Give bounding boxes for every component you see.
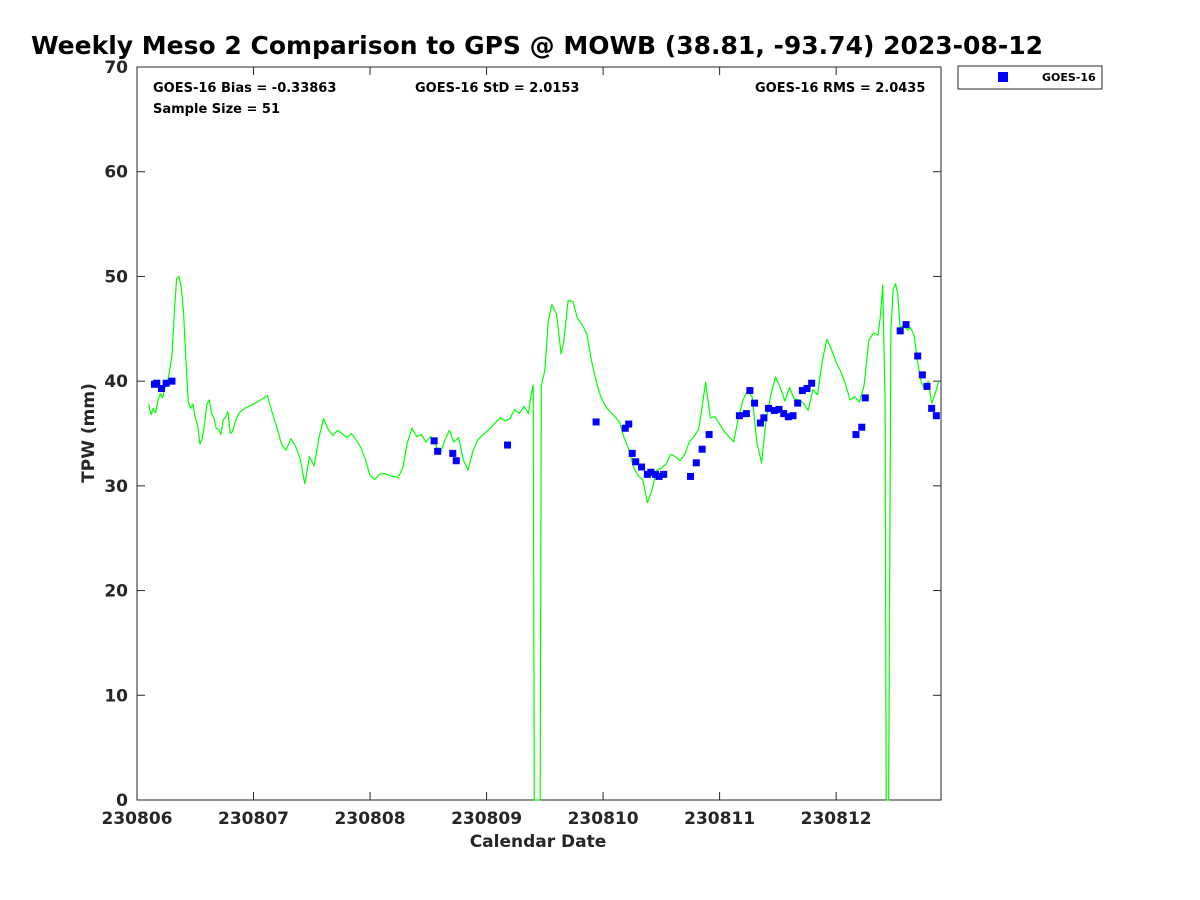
- goes16-point: [692, 459, 700, 467]
- goes16-point: [858, 423, 866, 431]
- goes16-point: [449, 449, 457, 457]
- gps-tpw-line: [148, 275, 940, 801]
- y-axis-label: TPW (mm): [79, 383, 99, 483]
- goes16-point: [756, 419, 764, 427]
- y-tick-label: 30: [104, 477, 128, 497]
- x-tick-label: 230810: [568, 809, 639, 829]
- goes16-point: [896, 327, 904, 335]
- y-tick-label: 20: [104, 582, 128, 602]
- goes16-point: [746, 387, 754, 395]
- y-tick-label: 40: [104, 372, 128, 392]
- goes16-point: [751, 399, 759, 407]
- goes16-point: [735, 412, 743, 420]
- chart-title: Weekly Meso 2 Comparison to GPS @ MOWB (…: [31, 31, 1043, 60]
- goes16-point: [638, 463, 646, 471]
- legend: GOES-16: [957, 65, 1103, 90]
- goes16-point: [798, 387, 806, 395]
- goes16-point: [861, 394, 869, 402]
- series-layer-line: [148, 275, 940, 801]
- stat-sample-size: Sample Size = 51: [153, 102, 280, 117]
- goes16-point: [770, 406, 778, 414]
- axes-box: [136, 66, 942, 801]
- y-tick-label: 50: [104, 267, 128, 287]
- goes16-point: [803, 384, 811, 392]
- goes16-point: [789, 412, 797, 420]
- goes16-point: [902, 321, 910, 329]
- x-tick-label: 230806: [102, 809, 173, 829]
- x-tick-label: 230811: [684, 809, 755, 829]
- goes16-point: [504, 441, 512, 449]
- goes16-point: [434, 447, 442, 455]
- goes16-point: [153, 379, 161, 387]
- tick-layer: 0 10 20 30 40 50 60 70 230806 230807 230808 230809 2…: [102, 58, 941, 829]
- goes16-point: [914, 352, 922, 360]
- goes16-point: [452, 457, 460, 465]
- legend-box: [957, 65, 1103, 90]
- goes16-point: [632, 458, 640, 466]
- y-tick-label: 60: [104, 163, 128, 183]
- goes16-point: [808, 379, 816, 387]
- y-tick-label: 70: [104, 58, 128, 78]
- stat-bias: GOES-16 Bias = -0.33863: [153, 81, 336, 96]
- goes16-point: [775, 405, 783, 413]
- goes16-point: [765, 404, 773, 412]
- y-tick-label: 0: [116, 791, 128, 811]
- stat-std: GOES-16 StD = 2.0153: [415, 81, 579, 96]
- goes16-point: [592, 418, 600, 426]
- x-axis-label: Calendar Date: [470, 832, 607, 852]
- x-tick-label: 230809: [451, 809, 522, 829]
- goes16-point: [742, 410, 750, 418]
- goes16-point: [157, 384, 165, 392]
- goes16-point: [686, 472, 694, 480]
- goes16-point: [168, 377, 176, 385]
- goes16-point: [625, 420, 633, 428]
- goes16-point: [784, 413, 792, 421]
- x-tick-label: 230807: [218, 809, 289, 829]
- goes16-point: [628, 449, 636, 457]
- goes16-point: [794, 399, 802, 407]
- goes16-point: [705, 431, 713, 439]
- goes16-point: [923, 382, 931, 390]
- goes16-point: [655, 472, 663, 480]
- legend-label-goes16: GOES-16: [1042, 71, 1096, 84]
- legend-marker-goes16: [998, 72, 1008, 82]
- goes16-point: [760, 414, 768, 422]
- goes16-point: [928, 404, 936, 412]
- goes16-point: [162, 379, 170, 387]
- stat-rms: GOES-16 RMS = 2.0435: [755, 81, 925, 96]
- goes16-point: [852, 431, 860, 439]
- series-layer-markers: [150, 321, 940, 480]
- x-tick-label: 230812: [801, 809, 872, 829]
- goes16-point: [660, 470, 668, 478]
- y-tick-label: 10: [104, 686, 128, 706]
- goes16-point: [932, 412, 940, 420]
- goes16-point: [430, 437, 438, 445]
- plot-area: 0 10 20 30 40 50 60 70 230806 230807 230808 230809 2…: [102, 58, 942, 829]
- goes16-point: [698, 445, 706, 453]
- goes16-point: [647, 468, 655, 476]
- x-tick-label: 230808: [335, 809, 406, 829]
- goes16-point: [918, 371, 926, 379]
- goes16-point: [621, 424, 629, 432]
- goes16-point: [780, 410, 788, 418]
